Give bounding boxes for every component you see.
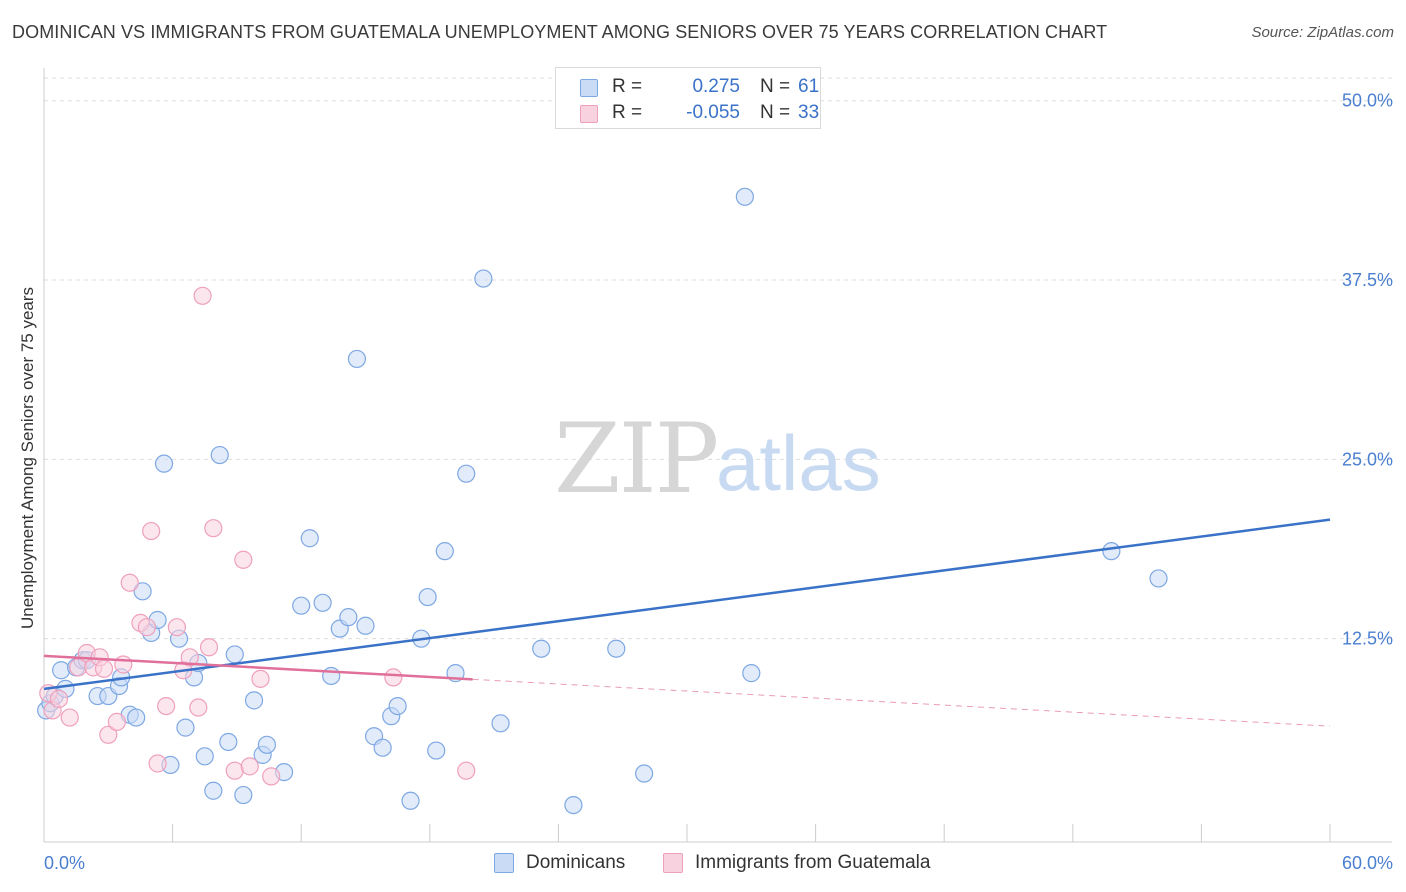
point-dominicans: [300, 529, 319, 548]
point-dominicans: [491, 714, 510, 733]
point-guatemala: [99, 725, 118, 744]
legend-r-value-dominicans: 0.275: [692, 76, 740, 97]
source-credit: Source: ZipAtlas.com: [1251, 24, 1394, 41]
legend-r-label: R =: [612, 102, 643, 123]
y-axis-label: Unemployment Among Seniors over 75 years: [18, 286, 37, 630]
point-dominicans: [257, 735, 277, 754]
point-dominicans: [339, 608, 358, 627]
point-guatemala: [251, 669, 270, 688]
point-dominicans: [742, 664, 761, 683]
legend-swatch-guatemala: [580, 105, 598, 123]
point-dominicans: [427, 741, 446, 760]
point-dominicans: [607, 639, 626, 658]
point-dominicans: [635, 764, 654, 783]
tick-labels: 12.5% 25.0% 37.5% 50.0% 0.0% 60.0%: [44, 91, 1393, 873]
point-guatemala: [60, 708, 79, 727]
bottom-legend-label-guatemala: Immigrants from Guatemala: [695, 852, 931, 873]
point-dominicans: [401, 791, 420, 810]
watermark-zip: ZIP: [554, 403, 717, 515]
point-dominicans: [735, 187, 754, 206]
legend-swatch-dominicans: [580, 79, 598, 97]
point-guatemala: [148, 754, 167, 773]
point-dominicans: [225, 645, 244, 664]
point-dominicans: [52, 661, 71, 680]
watermark-atlas: atlas: [716, 419, 881, 507]
trend-line-guatemala: [43, 654, 473, 681]
point-dominicans: [127, 708, 146, 727]
point-dominicans: [457, 464, 476, 483]
legend-n-value-dominicans: 61: [798, 76, 820, 97]
point-guatemala: [49, 689, 69, 709]
trend-line-dominicans: [43, 518, 1331, 691]
bottom-legend-swatch-dominicans: [494, 853, 514, 873]
point-dominicans: [388, 696, 407, 716]
point-dominicans: [435, 542, 454, 561]
y-tick-label: 37.5%: [1342, 270, 1393, 290]
point-dominicans: [219, 732, 238, 752]
point-guatemala: [457, 761, 476, 780]
point-dominicans: [313, 593, 332, 612]
point-guatemala: [167, 618, 186, 637]
watermark: ZIP atlas: [554, 403, 881, 515]
point-dominicans: [418, 587, 437, 607]
legend-r-value-guatemala: -0.055: [686, 102, 740, 123]
point-dominicans: [1102, 542, 1121, 561]
point-dominicans: [1149, 569, 1168, 588]
point-dominicans: [154, 454, 174, 473]
point-dominicans: [347, 349, 367, 369]
point-dominicans: [210, 445, 229, 465]
point-guatemala: [114, 655, 133, 674]
bottom-legend-swatch-guatemala: [663, 853, 683, 873]
point-dominicans: [474, 269, 493, 288]
point-dominicans: [373, 738, 392, 757]
point-dominicans: [356, 616, 375, 635]
point-guatemala: [142, 521, 161, 541]
point-guatemala: [189, 698, 208, 717]
point-dominicans: [204, 781, 223, 800]
bottom-legend-label-dominicans: Dominicans: [526, 852, 626, 873]
point-guatemala: [94, 659, 114, 678]
point-guatemala: [120, 573, 139, 592]
point-guatemala: [204, 519, 223, 538]
y-tick-label: 50.0%: [1342, 91, 1393, 111]
point-dominicans: [176, 718, 195, 737]
point-dominicans: [292, 596, 311, 615]
correlation-legend: R = 0.275 N = 61 R = -0.055 N = 33: [555, 67, 821, 129]
x-tick-label-max: 60.0%: [1342, 853, 1393, 873]
chart-title: DOMINICAN VS IMMIGRANTS FROM GUATEMALA U…: [12, 22, 1108, 42]
trend-lines: [43, 518, 1331, 727]
point-guatemala: [262, 767, 281, 786]
legend-r-label: R =: [612, 76, 643, 97]
point-guatemala: [225, 761, 244, 780]
point-dominicans: [234, 785, 253, 805]
point-guatemala: [199, 638, 219, 657]
point-dominicans: [564, 795, 583, 815]
legend-n-value-guatemala: 33: [798, 102, 820, 123]
point-dominicans: [195, 747, 214, 766]
point-guatemala: [180, 648, 199, 667]
x-tick-label-min: 0.0%: [44, 853, 85, 873]
point-guatemala: [137, 618, 156, 637]
y-tick-label: 25.0%: [1342, 449, 1393, 469]
point-guatemala: [107, 712, 126, 731]
point-guatemala: [384, 668, 403, 687]
data-points: [37, 187, 1168, 815]
y-tick-label: 12.5%: [1342, 629, 1393, 649]
trend-line-guatemala-projection: [472, 678, 1331, 727]
point-guatemala: [193, 286, 212, 305]
point-guatemala: [240, 757, 259, 776]
point-dominicans: [244, 691, 264, 710]
point-guatemala: [157, 696, 176, 716]
legend-n-label: N =: [760, 102, 791, 123]
point-guatemala: [234, 550, 253, 569]
point-dominicans: [133, 582, 152, 601]
point-dominicans: [532, 639, 551, 658]
legend-n-label: N =: [760, 76, 791, 97]
